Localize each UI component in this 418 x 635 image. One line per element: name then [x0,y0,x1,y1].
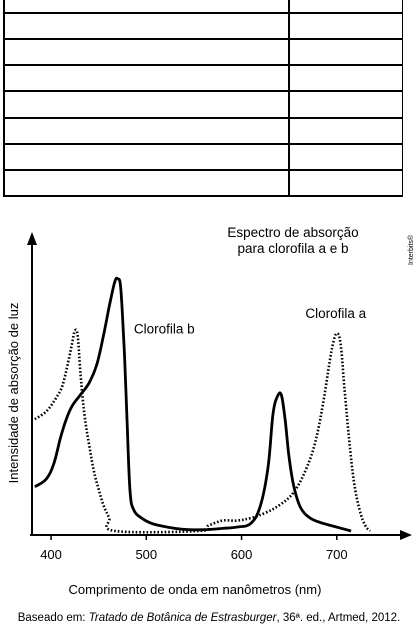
source-caption: Baseado em: Tratado de Botânica de Estra… [0,612,418,624]
x-tick-label: 400 [40,547,62,562]
table-cell [3,168,290,198]
x-axis-label: Comprimento de onda em nanômetros (nm) [69,582,322,597]
table-cell [3,116,290,145]
chart-title-line-2: para clorofila a e b [237,241,348,256]
table-row [3,64,403,93]
table-cell [3,142,290,171]
table-cell [3,64,290,93]
x-tick-label: 600 [231,547,253,562]
x-tick-label: 500 [135,547,157,562]
table-cell [288,90,403,119]
caption-prefix: Baseado em: [17,612,89,624]
caption-suffix: , 36ª. ed., Artmed, 2012. [276,612,401,624]
table-cell [288,0,403,15]
table-cell [3,90,290,119]
x-axis-arrow-icon [400,530,412,540]
x-tick-label: 700 [326,547,348,562]
table-cell [288,12,403,41]
table-row [3,38,403,67]
table-cell [3,12,290,41]
table-cell [3,0,290,15]
series-line-clorofila-b [34,276,352,533]
table-cell [288,142,403,171]
y-axis-label: Intensidade de absorção de luz [6,303,21,484]
table-cell [288,116,403,145]
caption-title: Tratado de Botânica de Estrasburger [88,612,277,624]
table-cell [3,38,290,67]
table-cell [288,168,403,198]
table-row [3,142,403,171]
table-row [3,90,403,119]
y-axis-arrow-icon [27,232,37,245]
blank-table [3,0,403,198]
table-cell [288,64,403,93]
table-row [3,116,403,145]
answer-grid [3,0,403,198]
table-row [3,0,403,15]
table-row [3,168,403,198]
series-label-clorofila-a: Clorofila a [305,306,366,321]
series-line-clorofila-a [34,328,372,534]
absorption-spectrum-chart: Espectro de absorção para clorofila a e … [6,225,415,597]
series-label-clorofila-b: Clorofila b [134,321,195,336]
table-row [3,12,403,41]
chart-title-line-1: Espectro de absorção [227,225,358,240]
table-cell [288,38,403,67]
watermark: Interbits® [407,234,415,265]
